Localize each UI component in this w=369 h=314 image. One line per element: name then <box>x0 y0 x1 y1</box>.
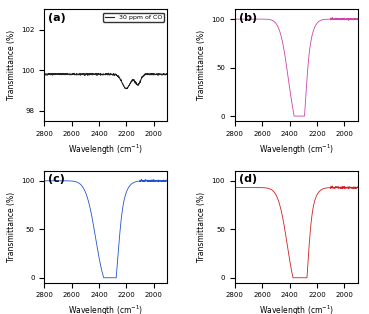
X-axis label: Wavelength (cm$^{-1}$): Wavelength (cm$^{-1}$) <box>259 304 334 314</box>
Y-axis label: Transmittance (%): Transmittance (%) <box>7 192 15 262</box>
Text: (d): (d) <box>239 175 257 184</box>
Text: (b): (b) <box>239 13 257 23</box>
Y-axis label: Transmittance (%): Transmittance (%) <box>7 30 15 100</box>
X-axis label: Wavelength (cm$^{-1}$): Wavelength (cm$^{-1}$) <box>259 142 334 157</box>
Y-axis label: Transmittance (%): Transmittance (%) <box>197 30 206 100</box>
Y-axis label: Transmittance (%): Transmittance (%) <box>197 192 206 262</box>
Text: (a): (a) <box>48 13 66 23</box>
X-axis label: Wavelength (cm$^{-1}$): Wavelength (cm$^{-1}$) <box>68 142 144 157</box>
X-axis label: Wavelength (cm$^{-1}$): Wavelength (cm$^{-1}$) <box>68 304 144 314</box>
Legend: 30 ppm of CO: 30 ppm of CO <box>103 13 164 22</box>
Text: (c): (c) <box>48 175 65 184</box>
